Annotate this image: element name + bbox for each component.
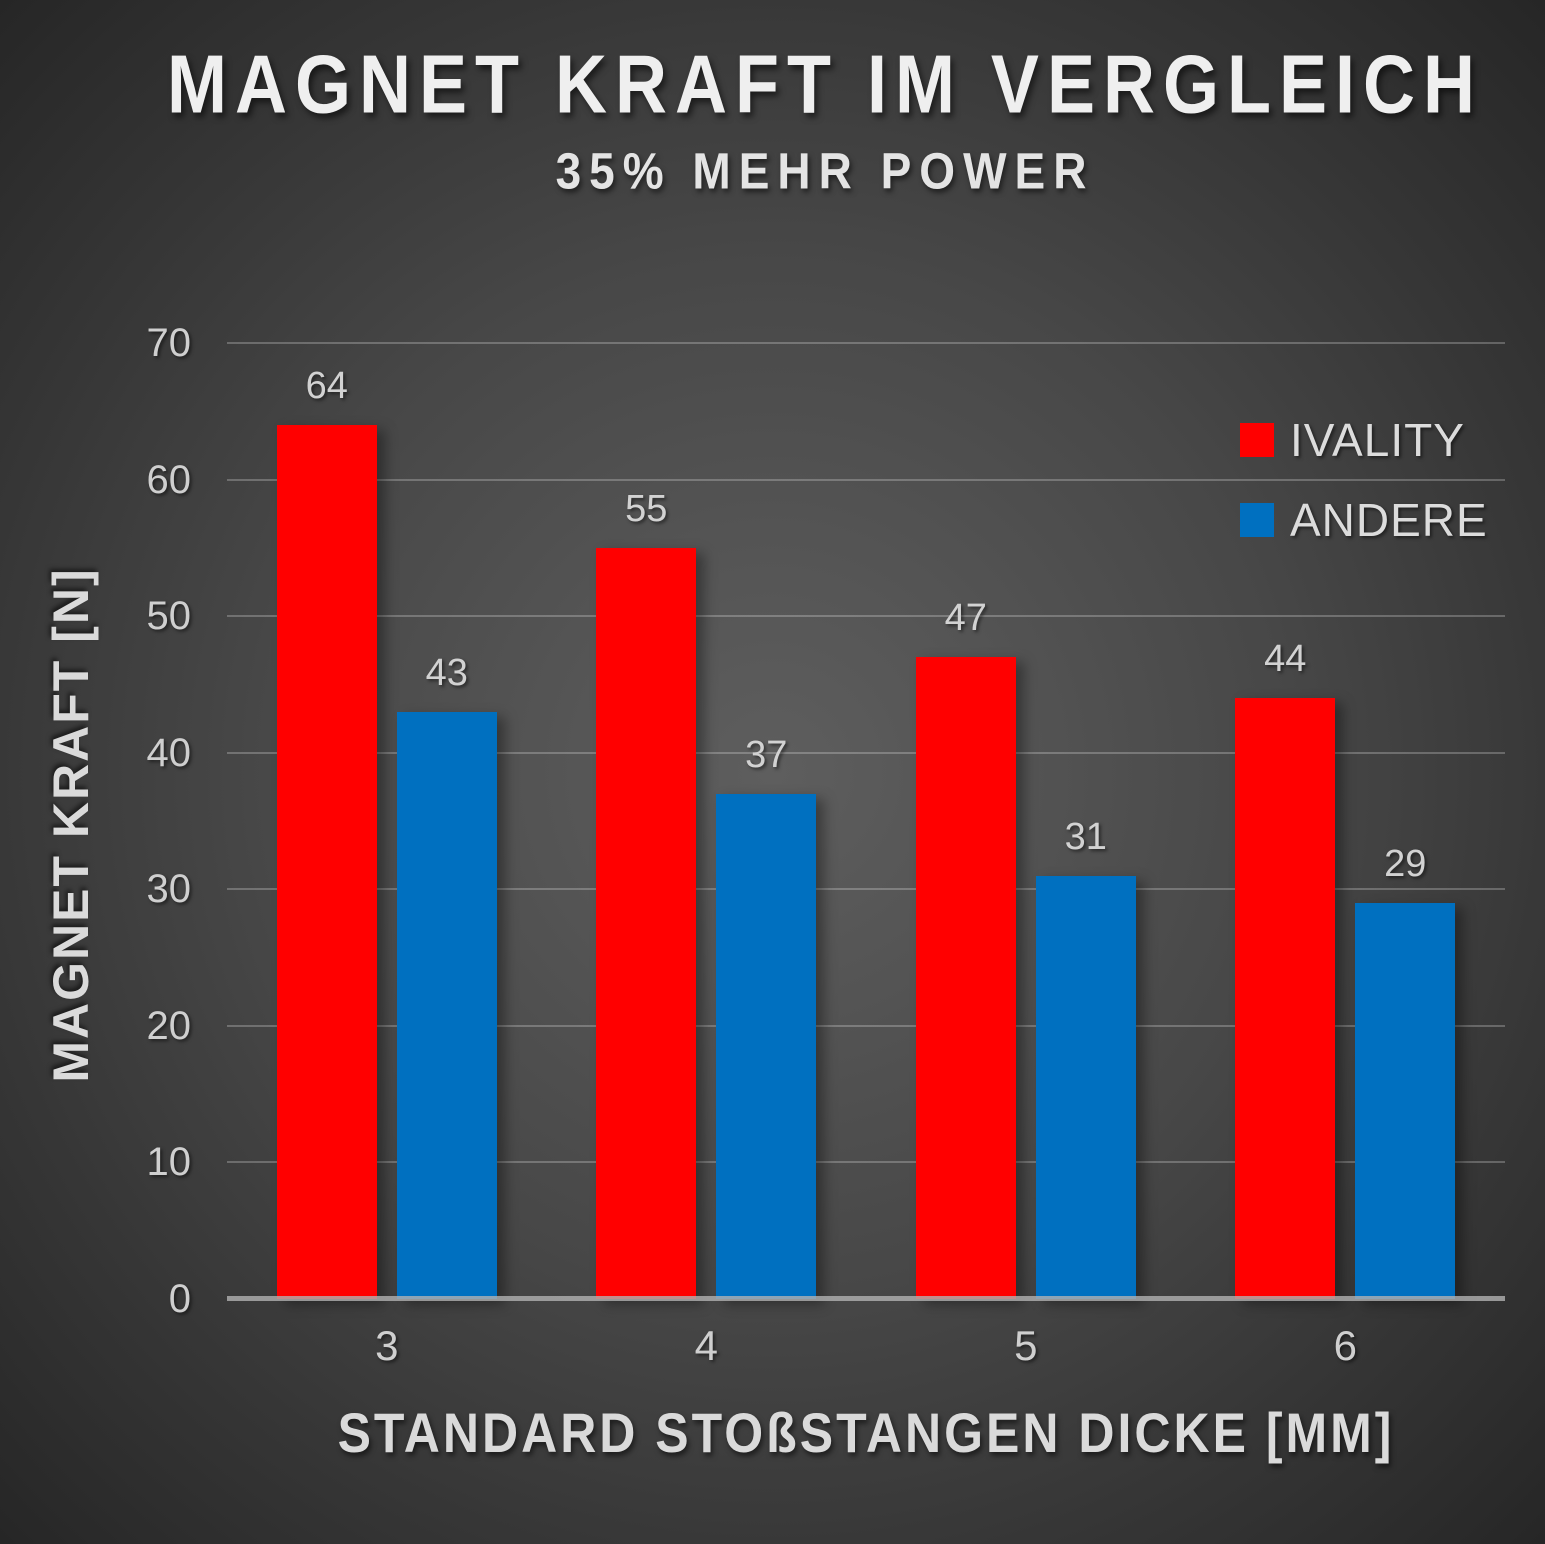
bar-andere-6: [1355, 902, 1456, 1299]
y-tick-label-70: 70: [146, 321, 192, 365]
y-tick-label-0: 0: [168, 1277, 191, 1321]
chart-subtitle: 35% MEHR POWER: [555, 142, 1095, 200]
bar-value-label-andere-4: 37: [745, 733, 788, 776]
gridline-10: [227, 1161, 1505, 1164]
bar-value-label-andere-5: 31: [1064, 815, 1107, 858]
bar-ivality-6: [1235, 698, 1336, 1299]
bar-andere-4: [716, 793, 817, 1299]
bar-ivality-4: [596, 547, 697, 1299]
legend-label-andere: ANDERE: [1290, 494, 1488, 546]
legend-swatch-andere: [1240, 503, 1274, 537]
gridline-60: [227, 478, 1505, 481]
gridline-40: [227, 751, 1505, 754]
y-tick-label-20: 20: [146, 1003, 192, 1048]
legend-swatch-ivality: [1240, 423, 1274, 457]
x-axis-baseline: [227, 1296, 1505, 1301]
bar-value-label-ivality-5: 47: [944, 597, 987, 640]
y-tick-label-60: 60: [146, 457, 192, 502]
y-tick-label-40: 40: [146, 730, 192, 775]
x-axis-title-block: STANDARD STOßSTANGEN DICKE [MM]: [227, 1402, 1505, 1465]
bar-value-label-ivality-3: 64: [305, 364, 348, 407]
bar-ivality-3: [276, 424, 377, 1299]
gridline-20: [227, 1024, 1505, 1027]
legend-label-ivality: IVALITY: [1290, 414, 1465, 466]
x-tick-label-4: 4: [694, 1322, 718, 1369]
gridline-30: [227, 888, 1505, 891]
bar-value-label-ivality-4: 55: [625, 487, 668, 530]
y-tick-label-50: 50: [146, 594, 192, 639]
gridline-50: [227, 615, 1505, 618]
bar-value-label-andere-3: 43: [425, 651, 468, 694]
bar-ivality-5: [915, 657, 1016, 1299]
bar-andere-5: [1035, 875, 1136, 1299]
plot-area: 64 43 55 37 47 31 44 29: [227, 342, 1505, 1301]
chart-title-row: MAGNET KRAFT IM VERGLEICH: [105, 39, 1545, 131]
gridline-70: [227, 342, 1505, 344]
x-axis-title: STANDARD STOßSTANGEN DICKE [MM]: [337, 1401, 1395, 1465]
legend-item-ivality: IVALITY: [1240, 414, 1488, 466]
x-tick-label-5: 5: [1014, 1322, 1038, 1369]
y-tick-label-30: 30: [146, 867, 192, 912]
chart-subtitle-row: 35% MEHR POWER: [105, 142, 1545, 200]
x-tick-label-6: 6: [1333, 1322, 1357, 1369]
legend: IVALITY ANDERE: [1240, 414, 1488, 574]
title-block: MAGNET KRAFT IM VERGLEICH 35% MEHR POWER: [0, 39, 1545, 200]
legend-item-andere: ANDERE: [1240, 494, 1488, 546]
x-tick-label-3: 3: [375, 1322, 399, 1369]
bar-andere-3: [396, 711, 497, 1299]
bar-value-label-andere-6: 29: [1384, 842, 1427, 885]
chart-title: MAGNET KRAFT IM VERGLEICH: [167, 39, 1483, 132]
bar-value-label-ivality-6: 44: [1264, 638, 1307, 681]
y-tick-label-10: 10: [146, 1140, 192, 1185]
